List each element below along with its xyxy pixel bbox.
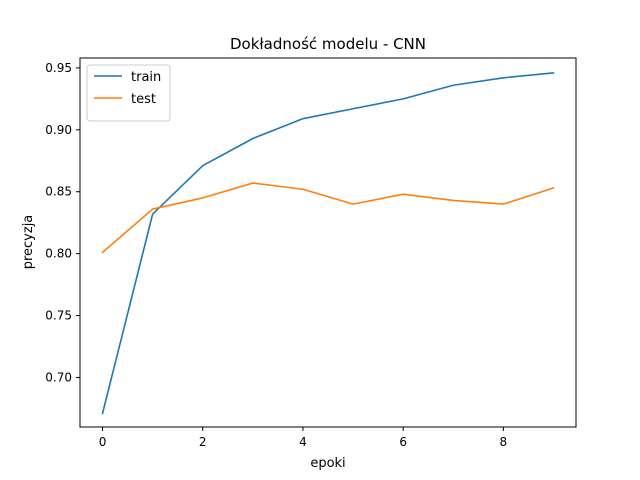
legend-label-train: train xyxy=(131,70,161,85)
plot-frame xyxy=(79,57,577,428)
y-axis-label: precyzja xyxy=(21,215,36,270)
legend-box xyxy=(86,64,171,122)
series-line-train xyxy=(101,71,555,415)
y-tick-label: 0.90 xyxy=(45,123,72,137)
y-tick-label: 0.80 xyxy=(45,247,72,261)
chart-title: Dokładność modelu - CNN xyxy=(230,35,426,53)
y-tick-label: 0.75 xyxy=(45,309,72,323)
x-axis-label: epoki xyxy=(310,456,345,471)
x-tick-label: 4 xyxy=(299,435,307,449)
series-line-test xyxy=(101,182,555,254)
x-tick-label: 0 xyxy=(99,435,107,449)
x-tick-label: 2 xyxy=(199,435,207,449)
x-tick-label: 8 xyxy=(500,435,508,449)
x-tick-label: 6 xyxy=(399,435,407,449)
y-tick-label: 0.95 xyxy=(45,61,72,75)
legend: train test xyxy=(86,64,171,122)
y-tick-label: 0.85 xyxy=(45,185,72,199)
y-tick-label: 0.70 xyxy=(45,370,72,384)
legend-label-test: test xyxy=(131,92,156,107)
